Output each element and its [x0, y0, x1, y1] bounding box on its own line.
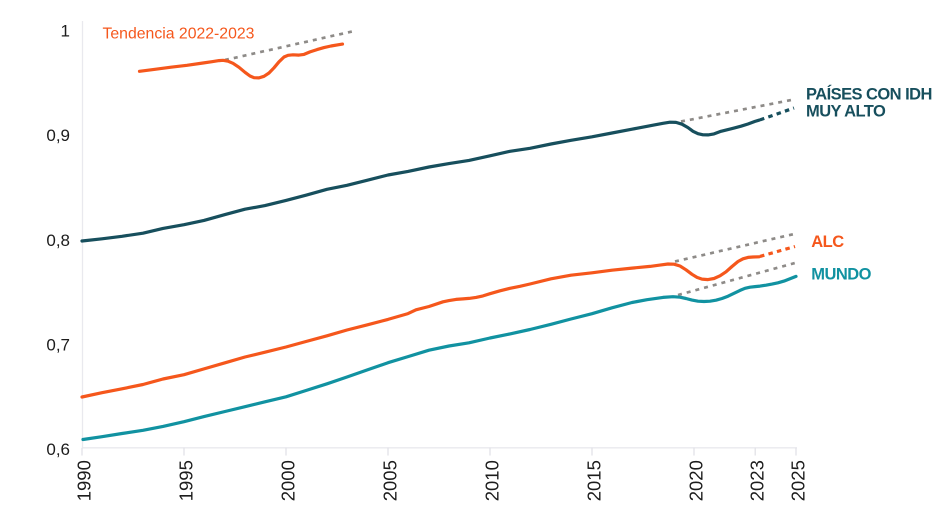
svg-text:2020: 2020 — [686, 460, 707, 501]
svg-text:2010: 2010 — [482, 460, 503, 501]
svg-text:1: 1 — [61, 22, 70, 41]
svg-text:MUY ALTO: MUY ALTO — [806, 102, 886, 120]
svg-text:ALC: ALC — [811, 233, 844, 251]
svg-text:2000: 2000 — [278, 460, 299, 501]
svg-text:PAÍSES CON IDH: PAÍSES CON IDH — [806, 85, 932, 104]
svg-text:2025: 2025 — [788, 460, 809, 501]
svg-text:0,9: 0,9 — [46, 126, 70, 145]
svg-text:1990: 1990 — [74, 460, 95, 501]
svg-text:0,6: 0,6 — [46, 440, 70, 459]
svg-text:0,7: 0,7 — [46, 336, 70, 355]
svg-text:0,8: 0,8 — [46, 231, 70, 250]
svg-text:2015: 2015 — [584, 460, 605, 501]
svg-text:Tendencia 2022-2023: Tendencia 2022-2023 — [103, 26, 255, 43]
svg-text:1995: 1995 — [176, 460, 197, 501]
svg-text:MUNDO: MUNDO — [811, 265, 871, 283]
svg-text:2005: 2005 — [380, 460, 401, 501]
svg-text:2023: 2023 — [747, 460, 768, 501]
